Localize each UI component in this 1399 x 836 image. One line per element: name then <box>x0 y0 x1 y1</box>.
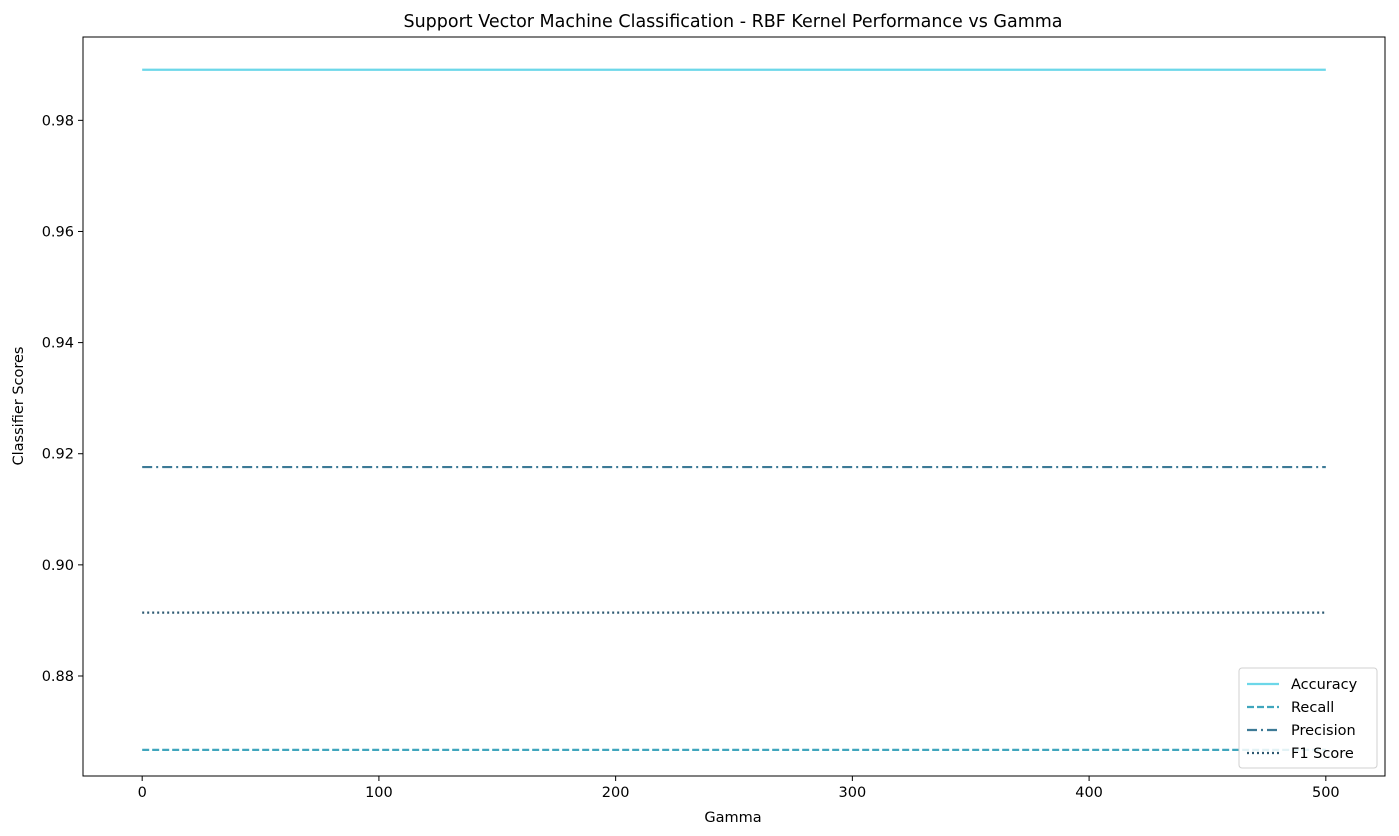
plot-area <box>82 36 1386 777</box>
y-tick-label: 0.94 <box>42 336 74 352</box>
x-tick-label: 400 <box>1075 785 1103 801</box>
legend-label: F1 Score <box>1291 746 1354 762</box>
x-axis: 0 100 200 300 400 500 <box>138 776 1340 801</box>
y-axis: 0.88 0.90 0.92 0.94 0.96 0.98 <box>42 113 83 685</box>
y-tick-label: 0.88 <box>42 669 74 685</box>
legend-label: Accuracy <box>1291 677 1358 693</box>
series-lines <box>142 68 1326 751</box>
x-tick-label: 500 <box>1312 785 1340 801</box>
y-tick-label: 0.98 <box>42 113 74 129</box>
legend-box <box>1238 667 1378 769</box>
y-tick-label: 0.96 <box>42 224 74 240</box>
y-tick-label: 0.90 <box>42 558 74 574</box>
y-axis-label: Classifier Scores <box>11 347 27 466</box>
x-tick-label: 100 <box>365 785 393 801</box>
chart-title: Support Vector Machine Classification - … <box>403 12 1062 32</box>
x-tick-label: 200 <box>602 785 630 801</box>
y-tick-label: 0.92 <box>42 447 74 463</box>
legend-label: Precision <box>1291 723 1356 739</box>
x-axis-label: Gamma <box>704 810 761 826</box>
x-tick-label: 300 <box>839 785 867 801</box>
x-tick-label: 0 <box>138 785 147 801</box>
legend-label: Recall <box>1291 700 1334 716</box>
legend: Accuracy Recall Precision F1 Score <box>1238 667 1378 769</box>
